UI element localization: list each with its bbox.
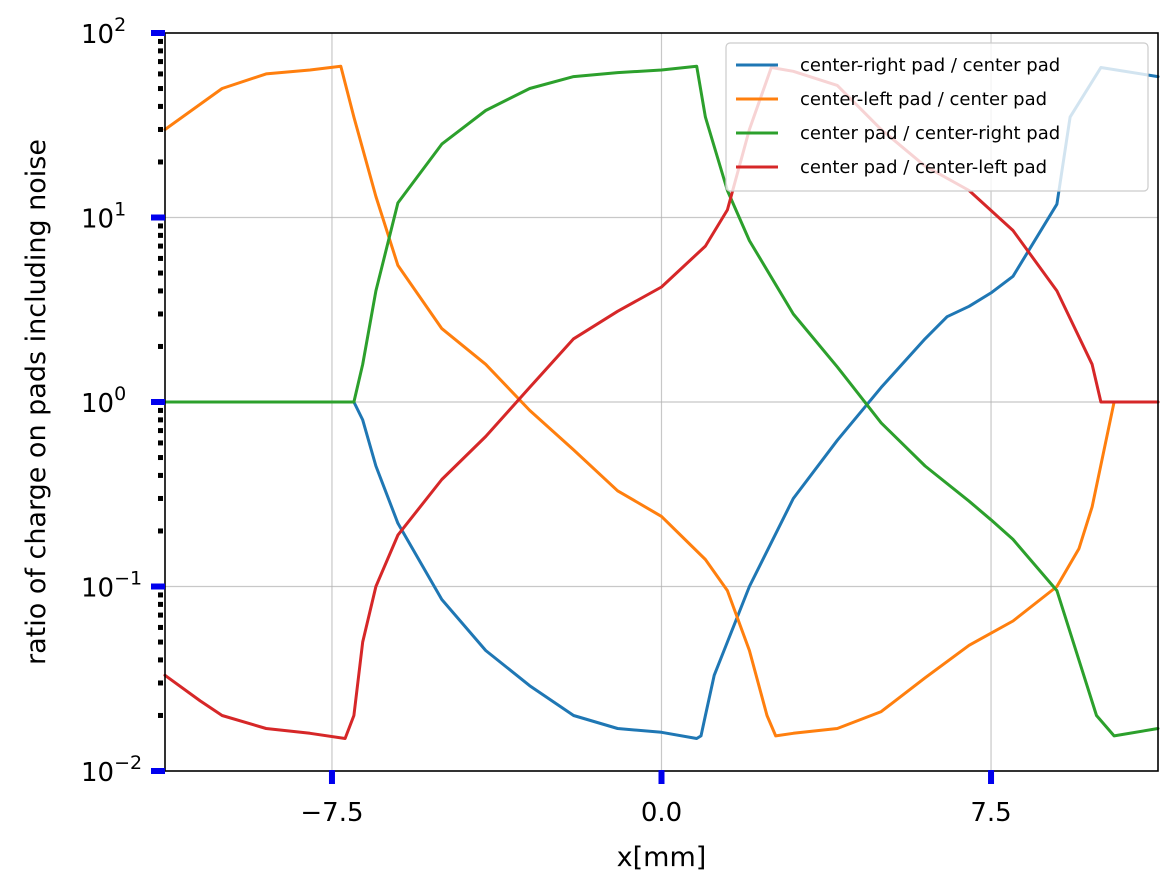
y-minor-tick bbox=[158, 657, 163, 663]
series-line-1 bbox=[163, 66, 1160, 740]
y-minor-tick bbox=[158, 48, 163, 54]
legend-label-1: center-right pad / center pad bbox=[800, 55, 1060, 76]
y-minor-tick bbox=[158, 407, 163, 413]
series-line-4 bbox=[163, 66, 1160, 740]
y-minor-tick bbox=[158, 86, 163, 92]
y-major-tick bbox=[151, 399, 165, 405]
y-minor-tick bbox=[158, 255, 163, 261]
y-minor-tick bbox=[158, 243, 163, 249]
x-axis-label: x[mm] bbox=[617, 842, 707, 873]
y-minor-tick bbox=[158, 624, 163, 630]
y-minor-tick bbox=[158, 270, 163, 276]
legend: center-right pad / center pad center-left… bbox=[725, 42, 1149, 192]
y-minor-tick bbox=[158, 232, 163, 238]
legend-box bbox=[725, 42, 1149, 192]
series-line-2 bbox=[163, 64, 1160, 738]
y-minor-tick bbox=[158, 472, 163, 478]
y-major-tick bbox=[151, 30, 165, 36]
y-minor-tick bbox=[158, 38, 163, 44]
y-minor-tick bbox=[158, 495, 163, 501]
y-minor-tick bbox=[158, 417, 163, 423]
y-tick-label: 101 bbox=[81, 199, 126, 235]
y-minor-tick bbox=[158, 601, 163, 607]
y-minor-tick bbox=[158, 528, 163, 534]
y-minor-tick bbox=[158, 59, 163, 65]
y-minor-tick bbox=[158, 159, 163, 165]
y-minor-tick bbox=[158, 71, 163, 77]
x-tick-label: −7.5 bbox=[300, 798, 363, 828]
y-minor-tick bbox=[158, 680, 163, 686]
x-major-tick bbox=[658, 770, 665, 784]
y-minor-tick bbox=[158, 440, 163, 446]
x-major-tick bbox=[988, 770, 995, 784]
y-minor-tick bbox=[158, 455, 163, 461]
y-minor-tick bbox=[158, 428, 163, 434]
y-major-tick bbox=[151, 768, 165, 774]
y-major-tick bbox=[151, 583, 165, 590]
y-minor-tick bbox=[158, 592, 163, 598]
y-minor-tick bbox=[158, 223, 163, 229]
legend-label-4: center pad / center-left pad bbox=[800, 157, 1047, 178]
y-minor-tick bbox=[158, 343, 163, 349]
y-axis-label: ratio of charge on pads including noise bbox=[21, 139, 52, 665]
x-tick-label: 0.0 bbox=[641, 798, 682, 828]
y-minor-tick bbox=[158, 639, 163, 645]
x-major-tick bbox=[328, 770, 335, 784]
y-minor-tick bbox=[158, 288, 163, 294]
y-minor-tick bbox=[158, 103, 163, 109]
y-minor-tick bbox=[158, 712, 163, 718]
x-tick-label: 7.5 bbox=[970, 798, 1011, 828]
y-minor-tick bbox=[158, 126, 163, 132]
y-minor-tick bbox=[158, 612, 163, 618]
legend-label-2: center-left pad / center pad bbox=[800, 89, 1047, 110]
legend-label-3: center pad / center-right pad bbox=[800, 123, 1060, 144]
y-major-tick bbox=[151, 214, 165, 221]
y-minor-tick bbox=[158, 311, 163, 317]
